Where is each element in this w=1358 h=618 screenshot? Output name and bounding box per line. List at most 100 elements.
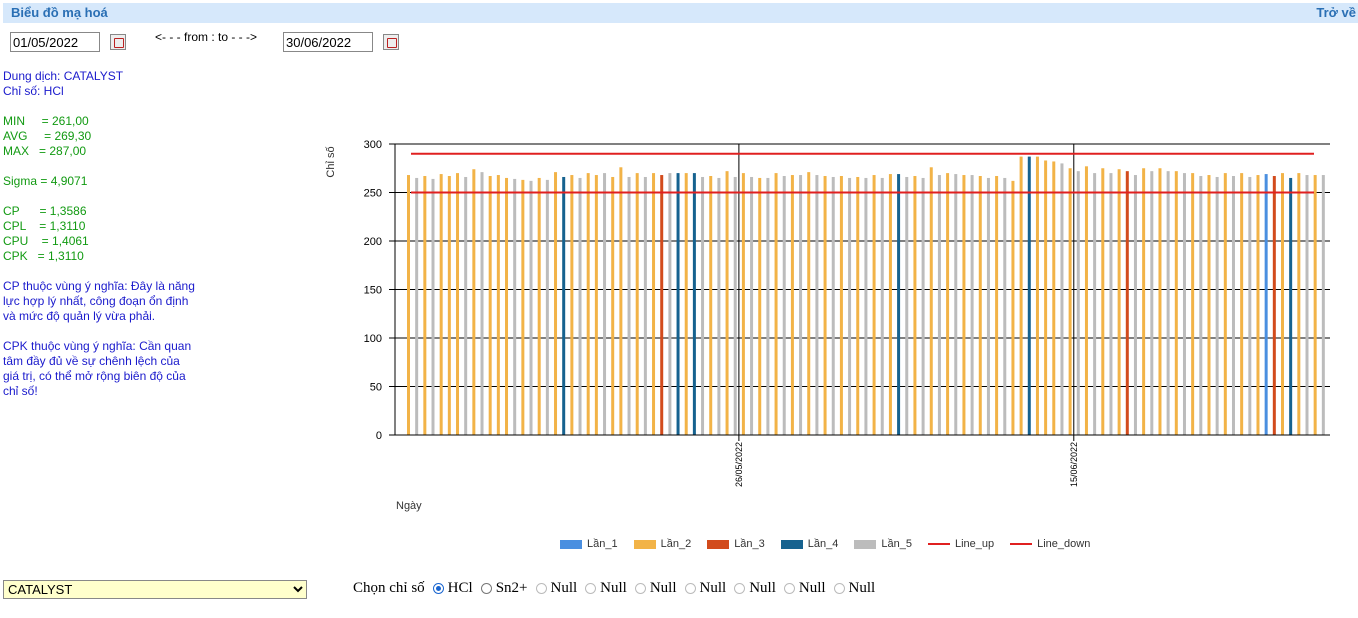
- bar-Lần_2: [913, 176, 917, 435]
- bar-Lần_5: [733, 176, 737, 436]
- choose-label: Chọn chỉ số: [353, 580, 425, 596]
- index-option[interactable]: HCl: [432, 580, 473, 597]
- bar-Lần_2: [774, 173, 778, 435]
- bar-Lần_2: [570, 175, 574, 435]
- radio-button[interactable]: [734, 583, 746, 594]
- bar-Lần_2: [1256, 175, 1260, 435]
- index-chooser: Chọn chỉ số HCl Sn2+ Null Null Null Null Null N…: [353, 580, 875, 597]
- bar-Lần_5: [1231, 176, 1235, 435]
- bar-Lần_5: [880, 177, 884, 435]
- legend-swatch: [1010, 543, 1033, 545]
- bar-Lần_2: [1011, 180, 1015, 435]
- header-bar: Biểu đồ mạ hoá Trở về: [3, 3, 1358, 23]
- bar-Lần_1: [1264, 174, 1268, 435]
- y-tick-label: 50: [370, 382, 382, 394]
- back-link[interactable]: Trở về: [1316, 5, 1356, 20]
- bar-Lần_3: [1125, 171, 1129, 435]
- bar-Lần_5: [480, 172, 484, 435]
- solution-label: Dung dịch: CATALYST: [3, 69, 124, 83]
- bar-Lần_5: [627, 176, 631, 436]
- radio-button[interactable]: [432, 583, 444, 594]
- index-option[interactable]: Sn2+: [480, 580, 528, 597]
- bar-Lần_2: [537, 177, 541, 435]
- index-option[interactable]: Null: [833, 580, 875, 597]
- from-date-input[interactable]: [10, 32, 100, 52]
- avg-value: AVG = 269,30: [3, 129, 92, 143]
- bar-Lần_2: [1223, 173, 1227, 435]
- bar-Lần_2: [856, 176, 860, 436]
- radio-button[interactable]: [783, 583, 795, 594]
- legend-swatch: [707, 539, 730, 549]
- bar-Lần_5: [545, 179, 549, 435]
- index-option[interactable]: Null: [535, 580, 577, 597]
- sigma-value: Sigma = 4,9071: [3, 174, 88, 188]
- bar-Lần_5: [1060, 163, 1064, 435]
- bar-Lần_5: [831, 176, 835, 436]
- bar-Lần_5: [717, 177, 721, 435]
- bar-Lần_5: [1215, 176, 1219, 436]
- bar-Lần_2: [521, 179, 525, 435]
- bar-Lần_5: [1182, 173, 1186, 435]
- bar-Lần_5: [905, 176, 909, 436]
- to-date-input[interactable]: [283, 32, 373, 52]
- bar-Lần_2: [758, 177, 762, 435]
- bar-Lần_2: [888, 174, 892, 435]
- bar-Lần_2: [725, 171, 729, 435]
- to-calendar-icon[interactable]: [383, 34, 399, 50]
- bar-Lần_5: [782, 176, 786, 435]
- index-option[interactable]: Null: [634, 580, 677, 597]
- bar-Lần_2: [1084, 166, 1088, 435]
- radio-button[interactable]: [585, 583, 597, 594]
- bar-Lần_2: [554, 172, 558, 435]
- legend-label: Lần_2: [660, 538, 692, 550]
- bar-Lần_2: [635, 173, 639, 435]
- y-tick-label: 250: [364, 188, 382, 200]
- bar-Lần_2: [594, 175, 598, 435]
- index-option[interactable]: Null: [585, 580, 627, 597]
- bar-Lần_5: [1109, 173, 1113, 435]
- bar-Lần_2: [1207, 175, 1211, 435]
- legend-label: Lần_4: [807, 538, 839, 550]
- bar-Lần_2: [1068, 168, 1072, 435]
- radio-button[interactable]: [480, 583, 492, 594]
- bar-Lần_5: [1076, 171, 1080, 435]
- bar-Lần_2: [741, 173, 745, 435]
- radio-button[interactable]: [634, 583, 646, 594]
- from-calendar-icon[interactable]: [110, 34, 126, 50]
- bar-Lần_5: [431, 178, 435, 436]
- bar-Lần_2: [1019, 156, 1023, 436]
- radio-label: Null: [600, 580, 627, 596]
- radio-button[interactable]: [684, 583, 696, 594]
- legend-item: Lần_2: [633, 538, 692, 550]
- bar-Lần_4: [562, 176, 566, 436]
- bar-Lần_5: [464, 176, 468, 436]
- bar-Lần_2: [447, 176, 451, 435]
- cp-value: CP = 1,3586: [3, 204, 87, 218]
- page-title: Biểu đồ mạ hoá: [11, 5, 108, 20]
- index-option[interactable]: Null: [734, 580, 776, 597]
- index-option[interactable]: Null: [684, 580, 726, 597]
- bar-Lần_5: [766, 177, 770, 435]
- index-option[interactable]: Null: [783, 580, 826, 597]
- bar-Lần_2: [586, 173, 590, 435]
- legend-item: Lần_4: [780, 538, 839, 550]
- bar-Lần_2: [1035, 156, 1039, 436]
- bar-Lần_5: [1248, 176, 1252, 436]
- bar-Lần_5: [970, 175, 974, 435]
- bar-Lần_2: [1240, 173, 1244, 435]
- bar-Lần_2: [946, 173, 950, 435]
- max-value: MAX = 287,00: [3, 144, 87, 158]
- bar-Lần_2: [505, 177, 509, 435]
- stats-panel: Dung dịch: CATALYST Chỉ số: HCl MIN = 26…: [3, 69, 198, 399]
- bar-Lần_2: [1101, 168, 1105, 435]
- bar-Lần_5: [921, 177, 925, 435]
- solution-select[interactable]: CATALYST: [3, 580, 307, 599]
- bar-Lần_2: [962, 175, 966, 435]
- radio-button[interactable]: [833, 583, 845, 594]
- bar-Lần_5: [799, 175, 803, 435]
- cp-note: CP thuộc vùng ý nghĩa: Đây là năng lực h…: [3, 279, 195, 323]
- radio-button[interactable]: [535, 583, 547, 594]
- bar-Lần_5: [750, 176, 754, 436]
- bar-Lần_5: [1166, 171, 1170, 435]
- bar-Lần_2: [1044, 160, 1048, 436]
